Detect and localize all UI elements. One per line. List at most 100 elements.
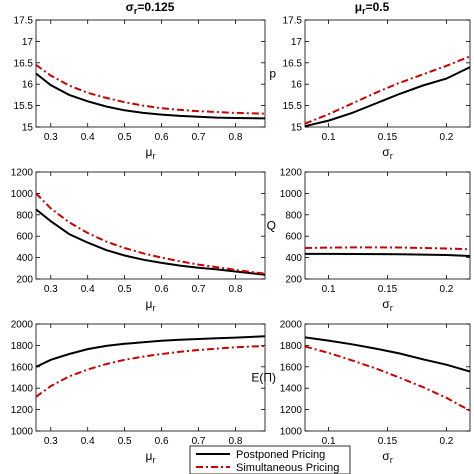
plot-frame [304, 19, 471, 128]
plot-frame [35, 19, 266, 128]
x-tick-label: 0.6 [155, 436, 169, 447]
x-tick-label: 0.15 [378, 284, 398, 295]
x-tick-label: 0.2 [439, 284, 453, 295]
simultaneous-pricing-line [36, 64, 265, 115]
y-tick-label: 17.5 [283, 16, 303, 27]
postponed-pricing-line [36, 72, 265, 120]
left-title-subscript: r [134, 6, 138, 16]
left-title-symbol: σ [126, 0, 134, 14]
x-axis-label-symbol: μ [146, 145, 153, 159]
x-axis-label: μr [146, 449, 156, 465]
x-tick-label: 0.5 [118, 284, 132, 295]
plot-frame [304, 171, 471, 280]
y-tick-label: 1000 [11, 189, 34, 200]
postponed-pricing-line [36, 335, 265, 368]
y-tick-label: 15 [291, 123, 303, 134]
y-tick-label: 1200 [11, 405, 34, 416]
panel-right-mid: 0.1 0.15 0.2 200 400 600 800 1000 1200 σr Q [267, 168, 471, 313]
y-tick-label: 2000 [11, 320, 34, 331]
y-tick-label: 800 [16, 210, 33, 221]
y-tick-label: 1000 [11, 427, 34, 438]
panel-right-bottom: 0.1 0.15 0.2 1000 1200 1400 1600 1800 2000 σr E(Π) [251, 320, 471, 465]
y-tick-label: 800 [285, 210, 302, 221]
x-tick-label: 0.2 [439, 132, 453, 143]
y-tick-label: 400 [16, 253, 33, 264]
y-tick-label: 16.5 [14, 58, 34, 69]
x-axis-label-subscript: r [152, 151, 155, 161]
x-tick-label: 0.7 [192, 284, 206, 295]
simultaneous-pricing-line [305, 246, 470, 251]
x-tick-label: 0.5 [118, 132, 132, 143]
x-tick-label: 0.3 [44, 436, 58, 447]
postponed-pricing-line [305, 66, 470, 127]
x-axis-label-subscript: r [390, 303, 393, 313]
right-column-title: μr=0.5 [355, 0, 390, 16]
y-tick-label: 16 [22, 80, 34, 91]
x-tick-label: 0.4 [81, 436, 95, 447]
x-tick-label: 0.3 [44, 284, 58, 295]
x-axis-label: σr [382, 297, 392, 313]
x-tick-label: 0.6 [155, 132, 169, 143]
right-title-symbol: μ [355, 0, 362, 14]
x-tick-label: 0.6 [155, 284, 169, 295]
y-tick-label: 15.5 [14, 101, 34, 112]
x-tick-label: 0.7 [192, 436, 206, 447]
postponed-pricing-line [305, 336, 470, 373]
x-tick-label: 0.4 [81, 284, 95, 295]
simultaneous-pricing-line [36, 344, 265, 398]
x-axis-label-subscript: r [390, 455, 393, 465]
x-tick-label: 0.15 [378, 132, 398, 143]
y-tick-label: 2000 [280, 320, 303, 331]
postponed-pricing-line [36, 208, 265, 276]
x-axis-label: σr [382, 145, 392, 161]
left-title-rest: =0.125 [137, 0, 174, 14]
y-tick-label: 200 [285, 275, 302, 286]
x-axis-label-symbol: σ [382, 449, 390, 463]
y-axis-label: E(Π) [251, 371, 276, 385]
y-tick-label: 15 [22, 123, 34, 134]
x-tick-label: 0.4 [81, 132, 95, 143]
right-title-subscript: r [362, 6, 366, 16]
y-tick-label: 1000 [280, 189, 303, 200]
y-tick-label: 1600 [11, 362, 34, 373]
x-tick-label: 0.15 [378, 436, 398, 447]
x-tick-label: 0.2 [439, 436, 453, 447]
y-tick-label: 17.5 [14, 16, 34, 27]
legend: Postponed Pricing Simultaneous Pricing [189, 445, 351, 474]
panel-right-top: 0.1 0.15 0.2 15 15.5 16 16.5 17 17.5 σr p [269, 16, 471, 161]
y-tick-label: 1600 [280, 362, 303, 373]
right-title-rest: =0.5 [366, 0, 390, 14]
x-tick-label: 0.8 [228, 284, 242, 295]
y-axis-label: Q [267, 219, 276, 233]
y-tick-label: 1200 [280, 405, 303, 416]
x-axis-label-subscript: r [152, 455, 155, 465]
panel-left-bottom: 0.3 0.4 0.5 0.6 0.7 0.8 1000 1200 1400 1600 1800 20… [11, 320, 266, 465]
chart-panels: 0.3 0.4 0.5 0.6 0.7 0.81515.51616.51717.5μr0.… [11, 16, 471, 465]
y-tick-label: 17 [291, 37, 303, 48]
y-tick-label: 1800 [11, 341, 34, 352]
y-axis-label: p [269, 67, 276, 81]
y-tick-label: 16.5 [283, 58, 303, 69]
x-axis-label-symbol: σ [382, 145, 390, 159]
x-tick-label: 0.1 [322, 436, 336, 447]
y-tick-label: 16 [291, 80, 303, 91]
simultaneous-pricing-line [305, 345, 470, 412]
legend-simultaneous-label: Simultaneous Pricing [236, 462, 339, 474]
legend-box [189, 445, 351, 474]
x-axis-label-symbol: μ [146, 297, 153, 311]
y-tick-label: 1400 [280, 384, 303, 395]
y-tick-label: 1200 [11, 168, 34, 179]
x-axis-label-symbol: μ [146, 449, 153, 463]
x-tick-label: 0.1 [322, 132, 336, 143]
x-axis-label: σr [382, 449, 392, 465]
plot-frame [35, 171, 266, 280]
x-axis-label-subscript: r [390, 151, 393, 161]
y-tick-label: 1800 [280, 341, 303, 352]
x-tick-label: 0.5 [118, 436, 132, 447]
x-tick-label: 0.8 [228, 132, 242, 143]
panel-left-top: 0.3 0.4 0.5 0.6 0.7 0.8 15 15.5 16 16.5 17 17.5 μr [14, 16, 266, 161]
legend-postponed-label: Postponed Pricing [236, 449, 325, 461]
y-tick-label: 17 [22, 37, 34, 48]
x-tick-label: 0.3 [44, 132, 58, 143]
